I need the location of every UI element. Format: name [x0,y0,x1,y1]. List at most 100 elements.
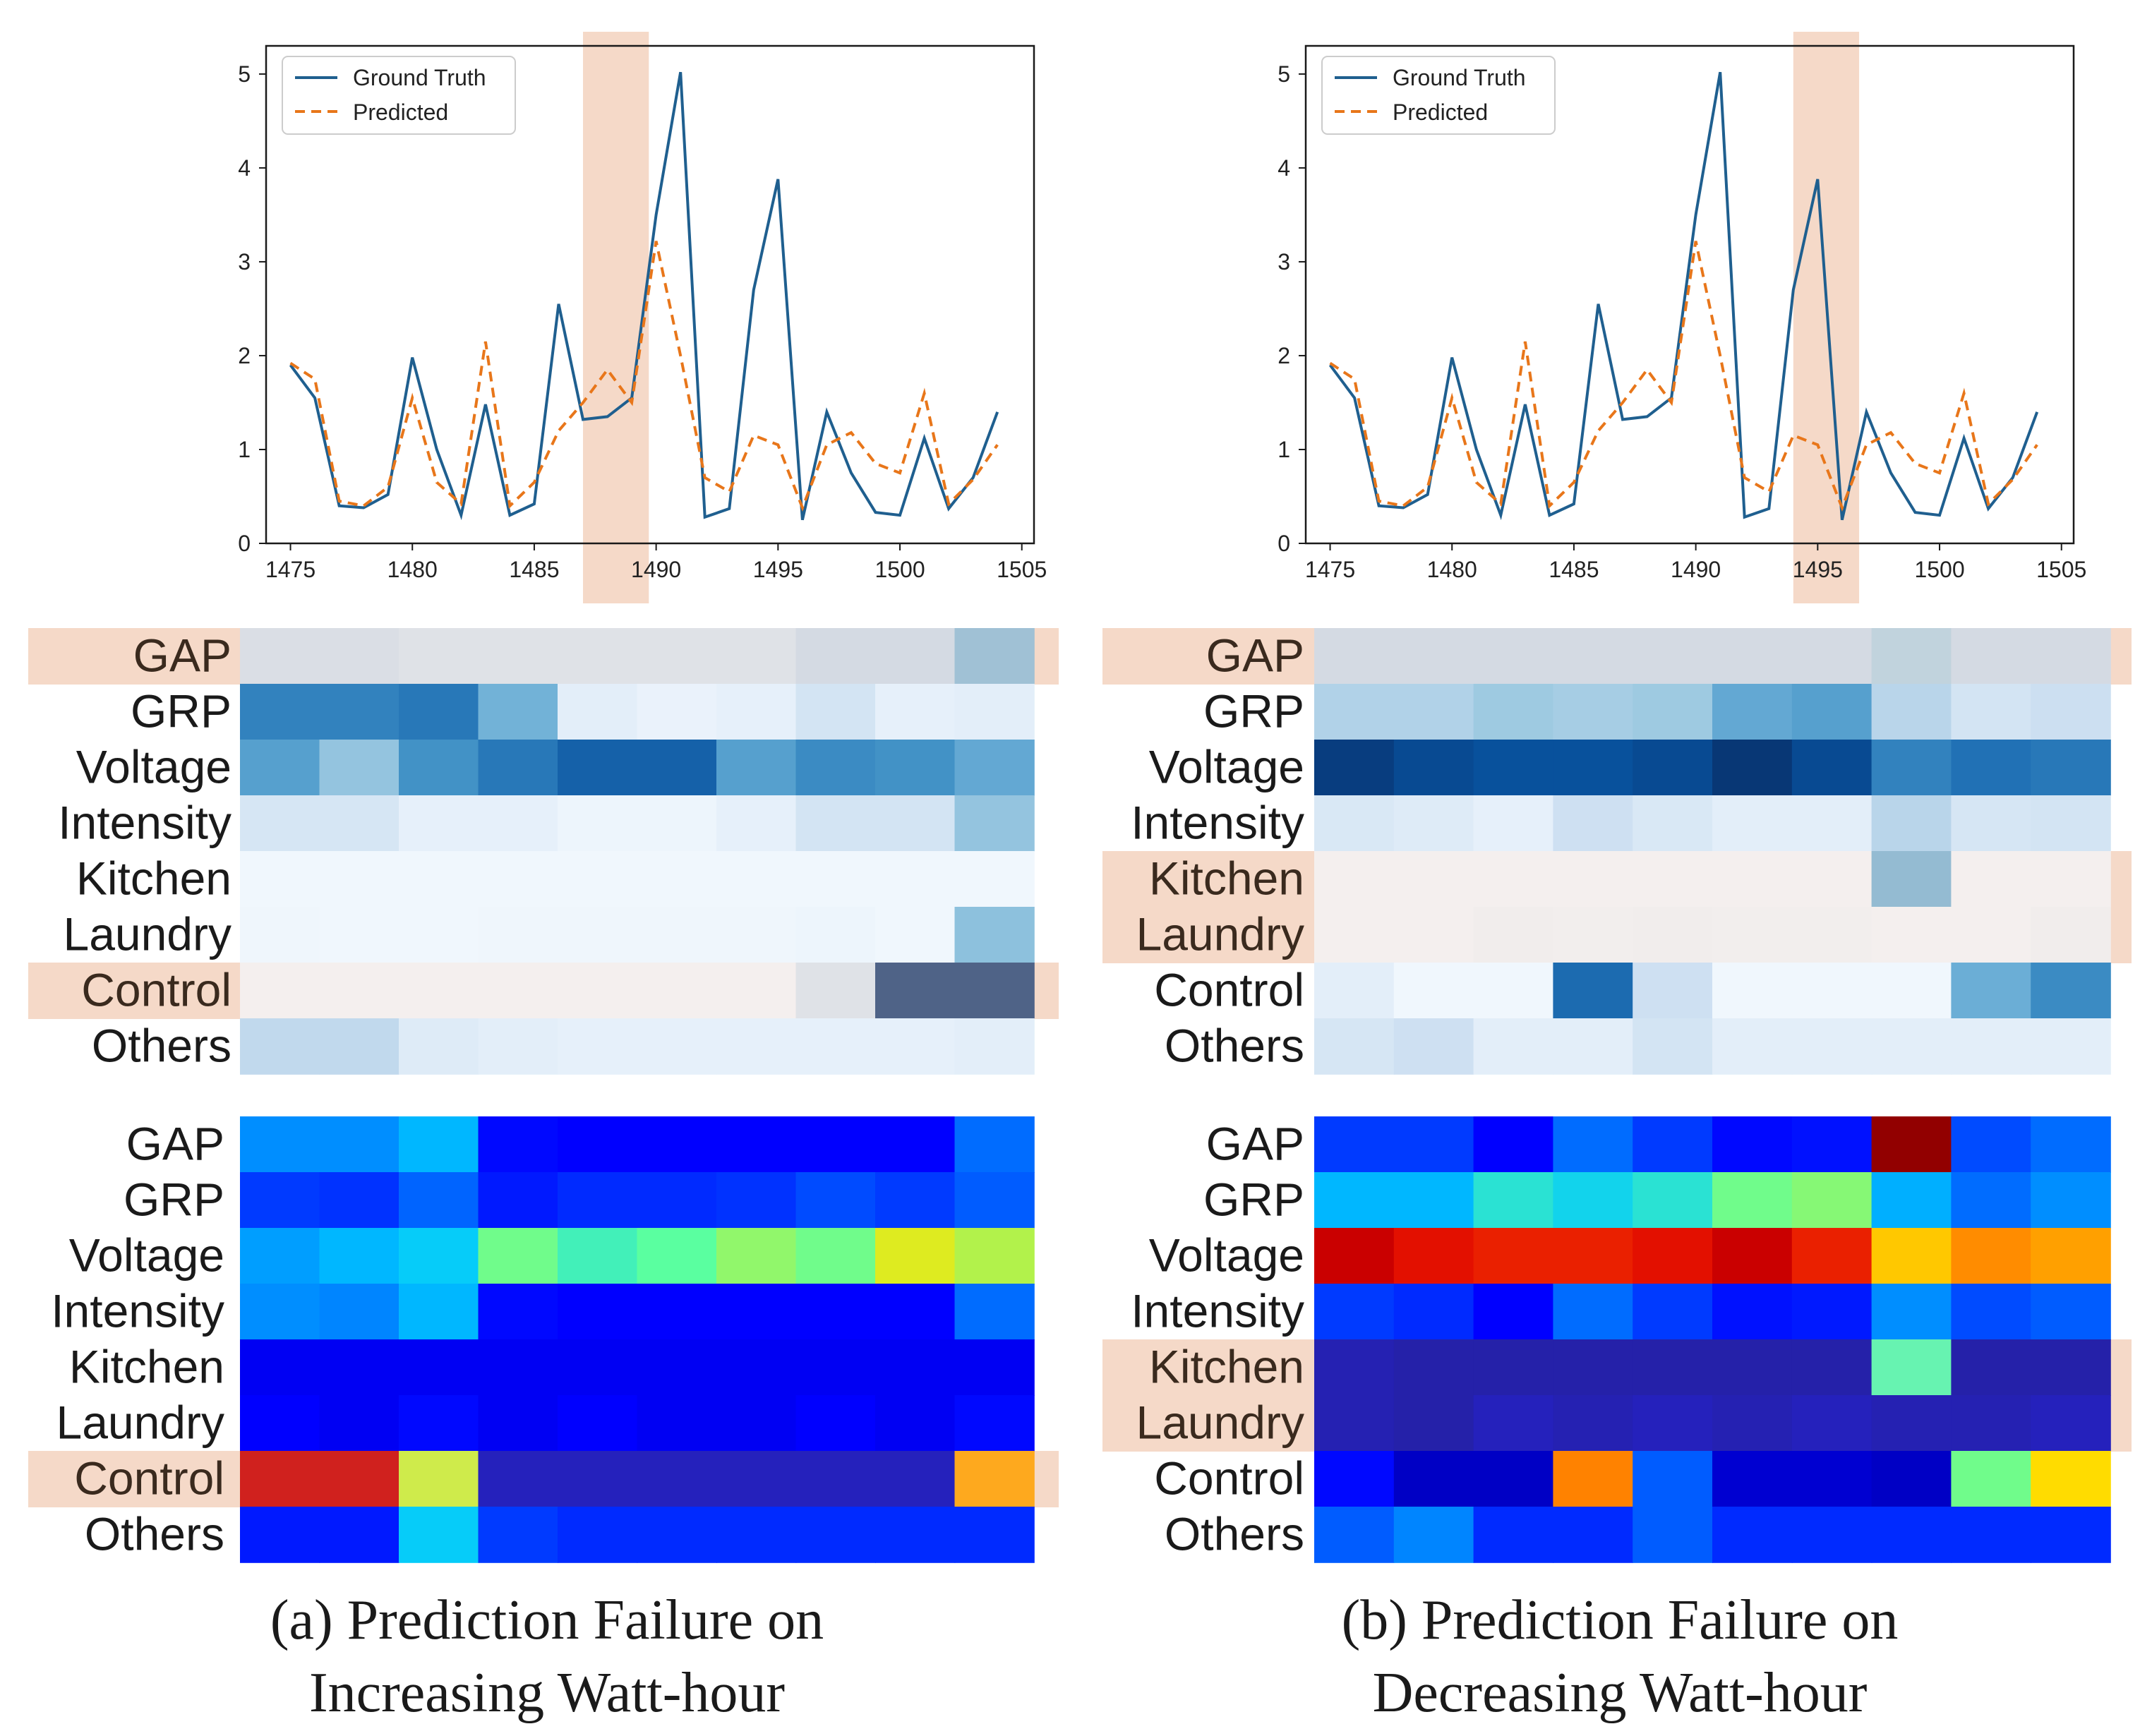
heatmap-cell [399,1172,479,1229]
heatmap-cell [2031,1116,2111,1173]
heatmap-cell [875,740,956,796]
heatmap-cell [637,1339,717,1396]
heatmap-row-label: GRP [1203,685,1304,737]
heatmap-cell [1712,1228,1793,1284]
heatmap-cell [1473,907,1554,963]
heatmap-row-label: GAP [126,1118,224,1170]
attention-heatmap-a-jet: GAPGRPVoltageIntensityKitchenLaundryCont… [28,1116,1059,1563]
heatmap-cell [954,851,1035,908]
heatmap-cell [558,1507,638,1563]
caption-a-line1: (a) Prediction Failure on [270,1589,824,1651]
heatmap-cell [1791,1339,1873,1396]
heatmap-cell [1633,1395,1713,1452]
heatmap-cell [1553,1018,1633,1075]
heatmap-row-label: Voltage [69,1229,224,1282]
heatmap-cell [319,1395,399,1452]
heatmap-cell [399,1228,479,1284]
heatmap-cell [954,1228,1035,1284]
heatmap-cell [1791,1451,1873,1507]
predicted-line-a [289,241,999,512]
heatmap-cell [558,1339,638,1396]
heatmap-row-label: Laundry [1136,1397,1304,1449]
heatmap-cell [2031,963,2111,1019]
heatmap-cell [319,740,399,796]
heatmap-cell [319,1451,399,1507]
heatmap-row-label: Control [1154,964,1304,1016]
x-tick-label: 1505 [2036,557,2086,582]
heatmap-cell [240,1284,320,1340]
heatmap-cell [478,907,558,963]
heatmap-cell [240,628,320,685]
heatmap-cell [240,1339,320,1396]
heatmap-cell [1951,628,2031,685]
heatmap-cell [1473,1116,1554,1173]
heatmap-cell [240,851,320,908]
heatmap-row-label: Control [74,1452,224,1505]
heatmap-cell [1473,740,1554,796]
heatmap-cell [478,1172,558,1229]
heatmap-cell [954,740,1035,796]
plot-frame-b [1304,44,2075,545]
heatmap-cell [319,1172,399,1229]
heatmap-cell [954,963,1035,1019]
heatmap-cell [716,740,797,796]
heatmap-cell [875,1018,956,1075]
heatmap-cell [478,1507,558,1563]
heatmap-cell [319,907,399,963]
heatmap-cell [1791,1507,1873,1563]
heatmap-cell [1791,684,1873,740]
heatmap-cell [558,1284,638,1340]
heatmap-cell [1553,684,1633,740]
heatmap-cell [1473,1172,1554,1229]
heatmap-cell [1871,684,1952,740]
heatmap-row-label: Laundry [63,908,232,960]
heatmap-cell [1473,963,1554,1019]
heatmap-cell [1712,1116,1793,1173]
y-tick-label: 0 [1278,531,1290,556]
heatmap-cell [1951,795,2031,852]
heatmap-cell [1712,684,1793,740]
heatmap-cell [558,740,638,796]
heatmap-cell [478,1339,558,1396]
y-tick-label: 5 [1278,61,1290,87]
heatmap-cell [2031,1339,2111,1396]
heatmap-cell [319,1018,399,1075]
heatmap-cell [795,1451,876,1507]
heatmap-cell [637,851,717,908]
heatmap-cell [875,1172,956,1229]
heatmap-cell [954,1339,1035,1396]
line-chart-a: 1475 1480 1485 1490 1495 1500 1505 0 1 2 3 4 5 Groun… [238,32,1047,603]
heatmap-cell [716,684,797,740]
heatmap-cell [1871,963,1952,1019]
heatmap-cell [240,1228,320,1284]
heatmap-row-label: GRP [1203,1174,1304,1226]
heatmap-cell [1712,1018,1793,1075]
heatmap-cell [795,1507,876,1563]
heatmap-cell [795,740,876,796]
heatmap-cell [558,684,638,740]
heatmap-cell [319,628,399,685]
heatmap-row-label: Kitchen [1149,852,1304,905]
heatmap-row-label: Voltage [76,741,232,793]
heatmap-cell [954,1451,1035,1507]
heatmap-row-label: GAP [133,629,232,682]
y-tick-label: 2 [1278,343,1290,368]
heatmap-cell [795,1284,876,1340]
y-tick-label: 1 [1278,437,1290,462]
heatmap-cell [1871,1284,1952,1340]
highlight-band-a [583,32,649,603]
heatmap-cell [1712,1451,1793,1507]
heatmap-cell [2031,1172,2111,1229]
heatmap-cell [1951,851,2031,908]
heatmap-cell [1791,1395,1873,1452]
heatmap-cell [1712,963,1793,1019]
heatmap-cell [1951,907,2031,963]
heatmap-cell [1314,1116,1395,1173]
heatmap-cell [1473,628,1554,685]
heatmap-cell [399,907,479,963]
heatmap-cell [716,1018,797,1075]
heatmap-cell [478,740,558,796]
heatmap-cell [875,628,956,685]
heatmap-row-label: Others [92,1020,232,1072]
y-tick-label: 1 [238,437,251,462]
